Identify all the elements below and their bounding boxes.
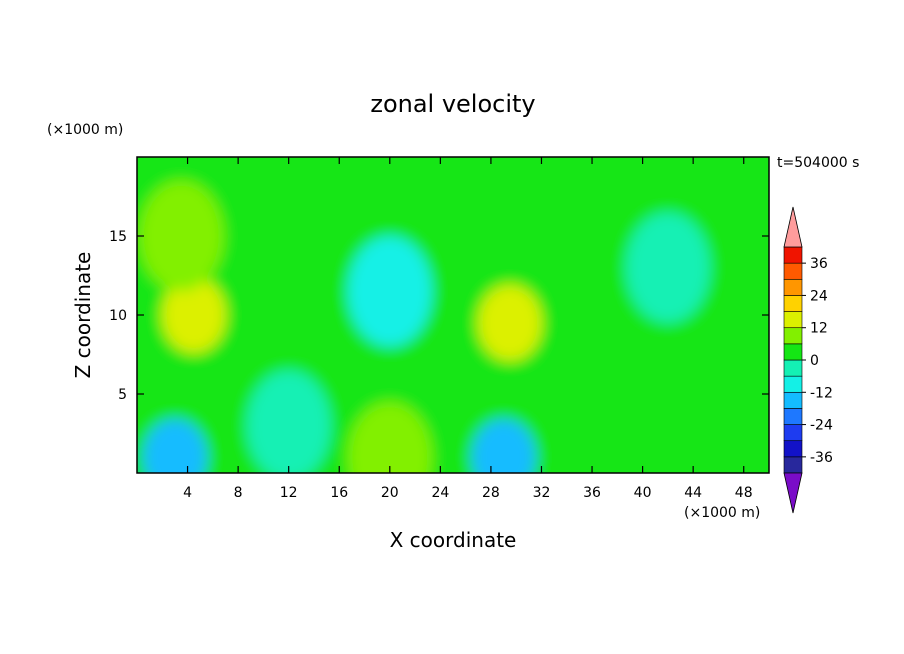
contour-region [161, 277, 226, 353]
x-tick-label: 36 [583, 485, 601, 501]
contour-region [347, 402, 432, 473]
y-tick-label: 10 [109, 308, 127, 324]
colorbar-bin [783, 424, 803, 442]
colorbar-bin [783, 262, 803, 280]
y-tick-label: 5 [118, 387, 127, 403]
x-tick-label: 16 [330, 485, 348, 501]
colorbar-bin [783, 246, 803, 264]
colorbar-label: -24 [810, 418, 833, 434]
colorbar-bin [783, 408, 803, 425]
x-tick-label: 28 [482, 485, 500, 501]
colorbar-label: 12 [810, 321, 828, 337]
y-axis-label: Z coordinate [71, 252, 95, 379]
x-tick-label: 48 [735, 485, 753, 501]
contour-region [625, 212, 710, 323]
contour-region [471, 419, 536, 473]
colorbar-label: -36 [810, 450, 833, 466]
x-tick-label: 44 [684, 485, 702, 501]
y-axis: 5 10 15 [109, 229, 769, 403]
colorbar-bin [783, 359, 803, 377]
x-tick-label: 32 [533, 485, 551, 501]
x-axis-label: X coordinate [390, 528, 517, 552]
x-tick-label: 20 [381, 485, 399, 501]
colorbar-bin [783, 311, 803, 329]
colorbar-bin [783, 375, 803, 393]
colorbar-label: 36 [810, 256, 828, 272]
colorbar-under-triangle [783, 472, 803, 514]
colorbar: 36 24 12 0 -12 -24 -36 [783, 206, 833, 514]
contour-region [246, 370, 331, 473]
chart-title: zonal velocity [370, 90, 535, 118]
colorbar-bin [783, 391, 803, 409]
colorbar-label: -12 [810, 385, 833, 401]
x-tick-label: 4 [183, 485, 192, 501]
x-tick-label: 12 [280, 485, 298, 501]
colorbar-bin [783, 295, 803, 312]
colorbar-bin [783, 278, 803, 296]
contour-region [347, 236, 432, 347]
x-tick-label: 40 [634, 485, 652, 501]
colorbar-over-triangle [783, 206, 803, 248]
colorbar-bin [783, 456, 803, 474]
x-unit-label: (×1000 m) [684, 505, 760, 521]
colorbar-label: 0 [810, 353, 819, 369]
colorbar-bin [783, 327, 803, 345]
colorbar-bin [783, 343, 803, 361]
contour-region [477, 284, 542, 361]
time-label: t=504000 s [777, 155, 859, 171]
x-axis: 4 8 12 16 20 24 28 32 36 40 44 48 [183, 157, 753, 501]
colorbar-bin [783, 440, 803, 458]
contour-region [142, 419, 207, 473]
y-tick-label: 15 [109, 229, 127, 245]
x-tick-label: 24 [431, 485, 449, 501]
y-unit-label: (×1000 m) [47, 122, 123, 138]
plot-field [137, 157, 769, 473]
colorbar-label: 24 [810, 288, 828, 304]
contour-region [139, 181, 224, 291]
x-tick-label: 8 [234, 485, 243, 501]
